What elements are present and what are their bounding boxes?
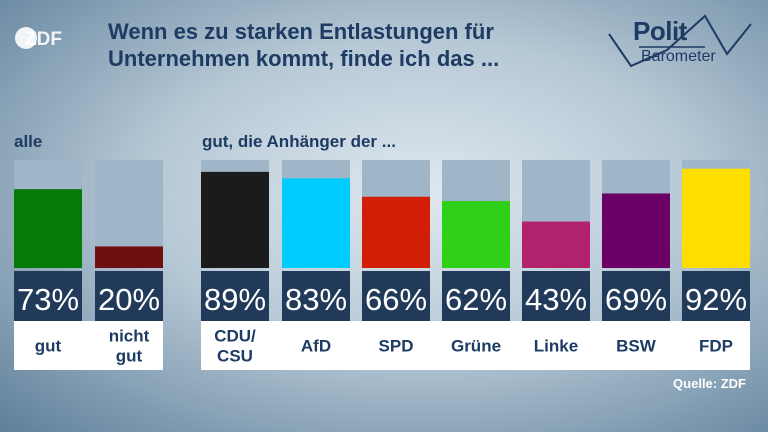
bar: [282, 178, 350, 268]
category-label: Linke: [534, 337, 578, 356]
percent-label: 62%: [445, 282, 507, 317]
percent-label: 92%: [685, 282, 747, 317]
percent-box: [95, 271, 163, 321]
barometer-word: Barometer: [641, 48, 716, 65]
percent-label: 69%: [605, 282, 667, 317]
category-label: gut: [35, 337, 62, 356]
zdf-logo: ZDF: [15, 27, 62, 50]
politbarometer-zigzag-icon: [608, 14, 752, 68]
percent-box: [201, 271, 269, 321]
percent-box: [362, 271, 430, 321]
source-note: Quelle: ZDF: [673, 376, 746, 391]
category-label: FDP: [699, 337, 733, 356]
category-label: gut: [116, 347, 143, 366]
percent-box: [14, 271, 82, 321]
polit-word: Polit: [633, 16, 687, 46]
percent-box: [522, 271, 590, 321]
category-label: Grüne: [451, 337, 501, 356]
category-label: AfD: [301, 337, 331, 356]
percent-box: [282, 271, 350, 321]
category-label: BSW: [616, 337, 657, 356]
percent-label: 66%: [365, 282, 427, 317]
politbarometer-logo: Polit Barometer: [605, 14, 755, 74]
title-line-1: Wenn es zu starken Entlastungen für: [108, 19, 494, 44]
percent-label: 83%: [285, 282, 347, 317]
group-label-all: alle: [14, 132, 43, 151]
percent-box: [602, 271, 670, 321]
percent-label: 73%: [17, 282, 79, 317]
bar: [14, 189, 82, 268]
bar: [362, 196, 430, 268]
bar: [602, 193, 670, 268]
bar: [442, 201, 510, 268]
label-strip-supporters: [201, 321, 750, 370]
label-strip-all: [14, 321, 163, 370]
group-label-supporters: gut, die Anhänger der ...: [202, 132, 396, 151]
percent-label: 89%: [204, 282, 266, 317]
category-label: SPD: [379, 337, 414, 356]
category-label: CSU: [217, 347, 253, 366]
category-label: nicht: [109, 327, 150, 346]
title-line-2: Unternehmen kommt, finde ich das ...: [108, 46, 500, 71]
zdf-logo-text: ZDF: [25, 29, 62, 50]
bar: [522, 221, 590, 268]
percent-label: 20%: [98, 282, 160, 317]
percent-box: [682, 271, 750, 321]
category-label: CDU/: [214, 327, 256, 346]
bar: [682, 168, 750, 268]
percent-label: 43%: [525, 282, 587, 317]
bar: [201, 171, 269, 268]
chart-title: Wenn es zu starken Entlastungen für Unte…: [108, 18, 578, 72]
percent-box: [442, 271, 510, 321]
bar: [95, 246, 163, 268]
